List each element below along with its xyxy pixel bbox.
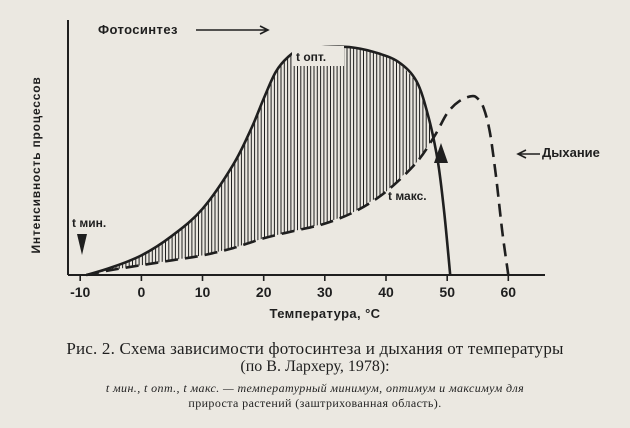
figure-caption-title: Рис. 2. Схема зависимости фотосинтеза и …: [66, 339, 564, 358]
x-tick-label: 50: [439, 284, 455, 300]
t-min-marker-icon: [77, 234, 87, 255]
figure-caption-legend-cont: прироста растений (заштрихованная област…: [188, 396, 442, 410]
x-tick-label: 60: [501, 284, 517, 300]
x-tick-label: 0: [138, 284, 146, 300]
x-tick-label: 10: [195, 284, 211, 300]
t-max-marker-icon: [434, 143, 448, 163]
t-opt-label-backdrop: [292, 46, 344, 66]
y-axis-label: Интенсивность процессов: [29, 76, 43, 253]
x-axis-label: Температура, °С: [270, 306, 381, 321]
x-tick-label: 30: [317, 284, 333, 300]
respiration-pointer-arrow: [516, 149, 540, 159]
shaded-growth-region: [86, 47, 430, 275]
annotation-t-opt-label: t опт.: [296, 50, 326, 64]
x-tick-label: -10: [70, 284, 90, 300]
figure-caption-legend: t мин., t опт., t макс. — температурный …: [105, 381, 525, 395]
x-tick-label: 20: [256, 284, 272, 300]
annotation-t-max-label: t макс.: [388, 189, 427, 203]
series-label-photosynthesis: Фотосинтез: [98, 22, 178, 37]
photosynthesis-pointer-arrow: [196, 25, 270, 35]
series-label-respiration: Дыхание: [542, 145, 600, 160]
respiration-curve: [86, 94, 510, 277]
figure-caption-source: (по В. Лархеру, 1978):: [240, 358, 390, 375]
annotation-t-min-label: t мин.: [72, 216, 106, 230]
x-tick-label: 40: [378, 284, 394, 300]
